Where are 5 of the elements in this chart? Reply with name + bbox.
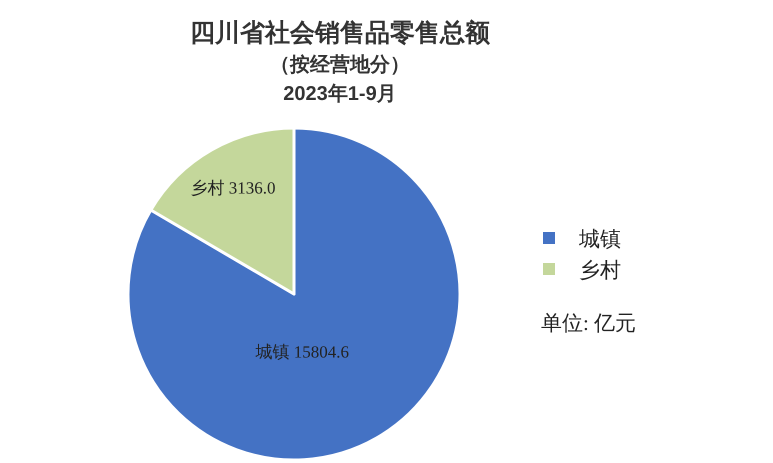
annotation: 单位: 亿元 [541, 311, 636, 335]
title: 四川省社会销售品零售总额 [190, 19, 490, 47]
legend-label: 城镇 [578, 227, 621, 251]
legend-label: 乡村 [579, 258, 621, 282]
subtitle: （按经营地分） 2023年1-9月 [270, 54, 410, 105]
